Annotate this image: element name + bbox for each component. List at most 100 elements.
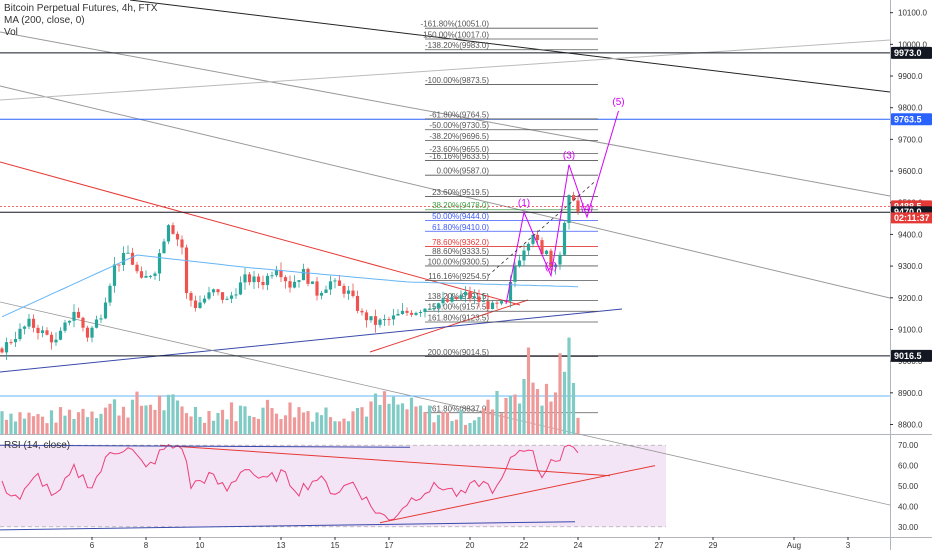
volume-bar (445, 412, 450, 434)
candle-body (522, 250, 526, 261)
price-tick-label-8: 9600.0 (898, 167, 923, 176)
volume-bar (9, 413, 13, 434)
candle-body (472, 296, 477, 299)
price-tick-label-9: 9700.0 (898, 135, 923, 144)
ma-200-line (1, 254, 579, 318)
volume-bar (238, 405, 243, 434)
rsi-trendline-bottom (0, 521, 576, 531)
candle-body (58, 330, 63, 340)
volume-bar (301, 412, 306, 434)
countdown-tag (891, 212, 932, 224)
volume-bar (310, 421, 315, 434)
volume-bar (328, 417, 333, 434)
candle-body (157, 253, 162, 274)
volume-bar (261, 407, 265, 434)
rsi-trendline-up (379, 465, 656, 524)
time-tick-label-7: 22 (520, 541, 529, 550)
volume-indicator-label: Vol (4, 27, 18, 38)
volume-bar (369, 401, 373, 434)
candle-body (189, 292, 193, 301)
wave-label-5: (5) (612, 97, 624, 108)
volume-bar (220, 409, 225, 434)
candle-body (31, 318, 36, 328)
volume-bar (207, 411, 211, 434)
volume-bar (387, 403, 391, 434)
volume-bar (166, 394, 171, 434)
candle-body (18, 328, 22, 340)
volume-bar (94, 418, 99, 434)
candle-body (54, 339, 58, 343)
candle-body (364, 312, 369, 321)
volume-bar (22, 418, 27, 434)
candle-body (9, 342, 13, 344)
price-tick-label-10: 9800.0 (898, 104, 923, 113)
candle-body (342, 285, 346, 294)
candle-body (148, 275, 153, 277)
volume-bar (157, 395, 162, 434)
volume-bar (144, 405, 148, 434)
volume-bar (306, 411, 310, 434)
rsi-tick-label-3: 60.00 (898, 462, 919, 471)
candle-body (319, 292, 324, 296)
volume-bar (553, 392, 558, 434)
candle-body (184, 247, 189, 293)
fib-label-0: -161.80%(10051.0) (421, 20, 490, 29)
candle-body (540, 240, 544, 255)
volume-bar (378, 404, 382, 434)
volume-bar (423, 412, 427, 434)
volume-bar (117, 415, 121, 434)
candle-body (108, 285, 112, 303)
volume-bar (130, 399, 135, 434)
volume-bar (405, 409, 409, 434)
candle-body (130, 252, 135, 265)
price-tick-label-6: 9400.0 (898, 230, 923, 239)
volume-bar (337, 421, 342, 434)
candle-body (351, 290, 355, 296)
volume-bar (324, 407, 328, 434)
volume-bar (247, 415, 252, 434)
candle-body (378, 319, 382, 325)
price-tick-label-13: 10100.0 (898, 9, 927, 18)
candle-body (121, 252, 126, 266)
candle-body (445, 299, 450, 302)
fib-label-5: -50.00%(9730.5) (429, 121, 489, 130)
candle-body (508, 281, 513, 302)
price-tick-label-4: 9200.0 (898, 294, 923, 303)
volume-bar (400, 403, 405, 434)
fib-label-2: -138.20%(9983.0) (425, 41, 489, 50)
candle-body (481, 301, 486, 303)
candle-body (405, 310, 409, 313)
wave-label-4: (4) (581, 203, 593, 214)
candle-body (459, 295, 463, 299)
candle-body (153, 273, 157, 276)
volume-bar (13, 421, 18, 434)
volume-bar (234, 421, 238, 434)
candle-body (175, 233, 180, 240)
candle-body (558, 254, 562, 265)
volume-bar (139, 405, 144, 434)
candle-body (162, 241, 166, 254)
volume-bar (418, 405, 423, 434)
candle-body (549, 250, 553, 268)
candle-body (418, 312, 423, 314)
candle-body (40, 330, 45, 334)
candle-body (288, 281, 292, 288)
volume-bar (153, 409, 157, 434)
trendline-channel-1 (0, 31, 891, 197)
fib-label-22: 261.80%(8837.0) (428, 404, 490, 413)
volume-bar (319, 415, 324, 434)
volume-bar (346, 421, 351, 434)
wave-label-3: (3) (563, 151, 575, 162)
candle-body (238, 282, 243, 295)
candle-body (261, 281, 265, 286)
volume-bar (576, 417, 580, 434)
rsi-tick-label-0: 30.00 (898, 523, 919, 532)
volume-bar (148, 404, 153, 434)
rsi-trendline-top (0, 444, 411, 448)
candle-body (292, 281, 297, 288)
candle-body (202, 298, 207, 303)
fib-label-9: 0.00%(9587.0) (437, 167, 490, 176)
candle-body (13, 339, 18, 343)
time-tick-label-2: 10 (196, 541, 205, 550)
